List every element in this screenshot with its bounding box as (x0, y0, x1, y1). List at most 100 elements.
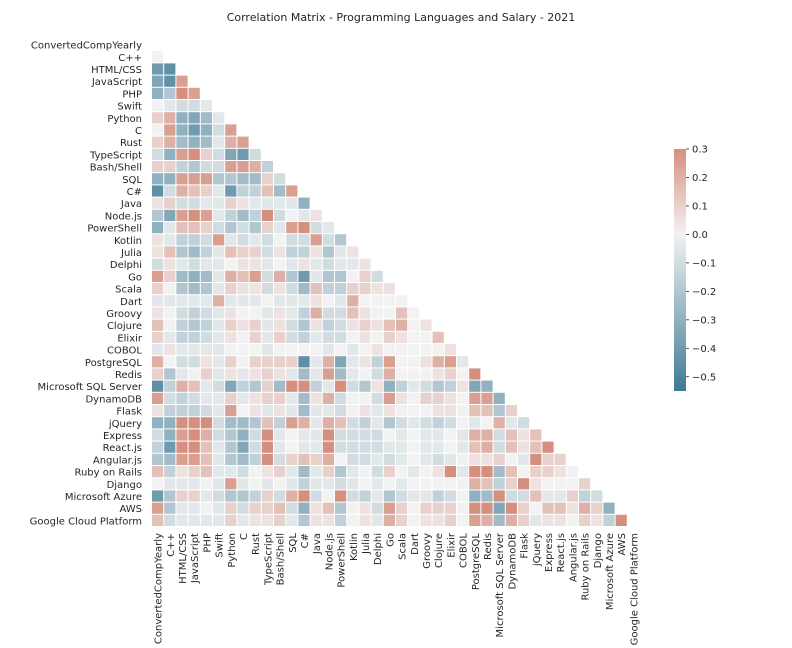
heatmap-cell (420, 319, 432, 331)
y-tick-label: Dart (120, 297, 142, 308)
heatmap-cell (347, 380, 359, 392)
heatmap-cell (176, 319, 188, 331)
heatmap-cell (176, 453, 188, 465)
heatmap-cell (237, 502, 249, 514)
heatmap-cell (286, 466, 298, 478)
heatmap-cell (371, 319, 383, 331)
heatmap-cell (249, 478, 261, 490)
heatmap-cell (176, 161, 188, 173)
heatmap-cell (286, 380, 298, 392)
heatmap-cell (322, 490, 334, 502)
heatmap-cell (359, 380, 371, 392)
x-tick-label: Angular.js (568, 533, 579, 582)
heatmap-cell (213, 161, 225, 173)
y-tick-label: jQuery (108, 419, 142, 430)
heatmap-cell (371, 405, 383, 417)
heatmap-cell (249, 161, 261, 173)
heatmap-cell (493, 417, 505, 429)
heatmap-cell (213, 234, 225, 246)
heatmap-cell (310, 368, 322, 380)
heatmap-cell (444, 466, 456, 478)
x-tick-label: Node.js (324, 533, 335, 570)
heatmap-cell (396, 295, 408, 307)
heatmap-cell (432, 368, 444, 380)
heatmap-cell (225, 502, 237, 514)
heatmap-cell (408, 331, 420, 343)
y-tick-label: Angular.js (93, 455, 142, 466)
heatmap-cell (213, 392, 225, 404)
heatmap-cell (432, 441, 444, 453)
heatmap-cell (408, 368, 420, 380)
heatmap-cell (249, 246, 261, 258)
heatmap-cell (200, 392, 212, 404)
heatmap-cell (554, 502, 566, 514)
heatmap-cell (249, 429, 261, 441)
heatmap-cell (457, 417, 469, 429)
heatmap-cell (347, 502, 359, 514)
heatmap-cell (310, 307, 322, 319)
heatmap-cell (286, 234, 298, 246)
y-tick-label: JavaScript (91, 77, 142, 88)
heatmap-cell (396, 356, 408, 368)
chart-title: Correlation Matrix - Programming Languag… (227, 11, 576, 24)
heatmap-cell (152, 112, 164, 124)
heatmap-cell (188, 417, 200, 429)
heatmap-cell (152, 490, 164, 502)
heatmap-cell (261, 417, 273, 429)
heatmap-cell (274, 429, 286, 441)
heatmap-cell (505, 441, 517, 453)
heatmap-cell (152, 417, 164, 429)
heatmap-cell (152, 405, 164, 417)
heatmap-cell (274, 380, 286, 392)
heatmap-cell (335, 405, 347, 417)
y-tick-label: PostgreSQL (85, 358, 143, 369)
heatmap-cell (457, 478, 469, 490)
heatmap-cell (286, 270, 298, 282)
heatmap-cell (213, 112, 225, 124)
heatmap-cell (176, 148, 188, 160)
heatmap-cell (164, 270, 176, 282)
heatmap-cell (469, 490, 481, 502)
heatmap-cell (457, 392, 469, 404)
heatmap-cell (481, 380, 493, 392)
y-tick-label: Swift (117, 102, 142, 113)
heatmap-cell (359, 331, 371, 343)
heatmap-cell (164, 514, 176, 526)
heatmap-cell (237, 405, 249, 417)
y-tick-label: COBOL (107, 346, 142, 357)
heatmap-cell (249, 466, 261, 478)
heatmap-cell (237, 161, 249, 173)
heatmap-cell (225, 209, 237, 221)
heatmap-cell (335, 258, 347, 270)
heatmap-cell (188, 453, 200, 465)
heatmap-cell (237, 283, 249, 295)
heatmap-cell (188, 392, 200, 404)
heatmap-cell (274, 295, 286, 307)
heatmap-cell (432, 344, 444, 356)
heatmap-cell (432, 453, 444, 465)
heatmap-cell (554, 490, 566, 502)
heatmap-cell (261, 356, 273, 368)
heatmap-cell (164, 173, 176, 185)
heatmap-cell (420, 331, 432, 343)
heatmap-cell (518, 453, 530, 465)
heatmap-cell (225, 466, 237, 478)
x-tick-label: AWS (617, 533, 628, 556)
heatmap-cell (225, 356, 237, 368)
heatmap-cell (322, 270, 334, 282)
y-tick-label: Python (107, 114, 142, 125)
heatmap-cell (176, 356, 188, 368)
heatmap-cell (261, 344, 273, 356)
y-tick-label: Django (107, 480, 142, 491)
heatmap-cell (554, 478, 566, 490)
heatmap-cell (152, 63, 164, 75)
heatmap-cell (249, 173, 261, 185)
heatmap-cell (152, 124, 164, 136)
heatmap-cell (188, 222, 200, 234)
heatmap-cell (152, 51, 164, 63)
heatmap-cell (383, 417, 395, 429)
heatmap-cell (188, 246, 200, 258)
heatmap-cell (347, 392, 359, 404)
heatmap-cell (481, 502, 493, 514)
heatmap-cell (200, 209, 212, 221)
